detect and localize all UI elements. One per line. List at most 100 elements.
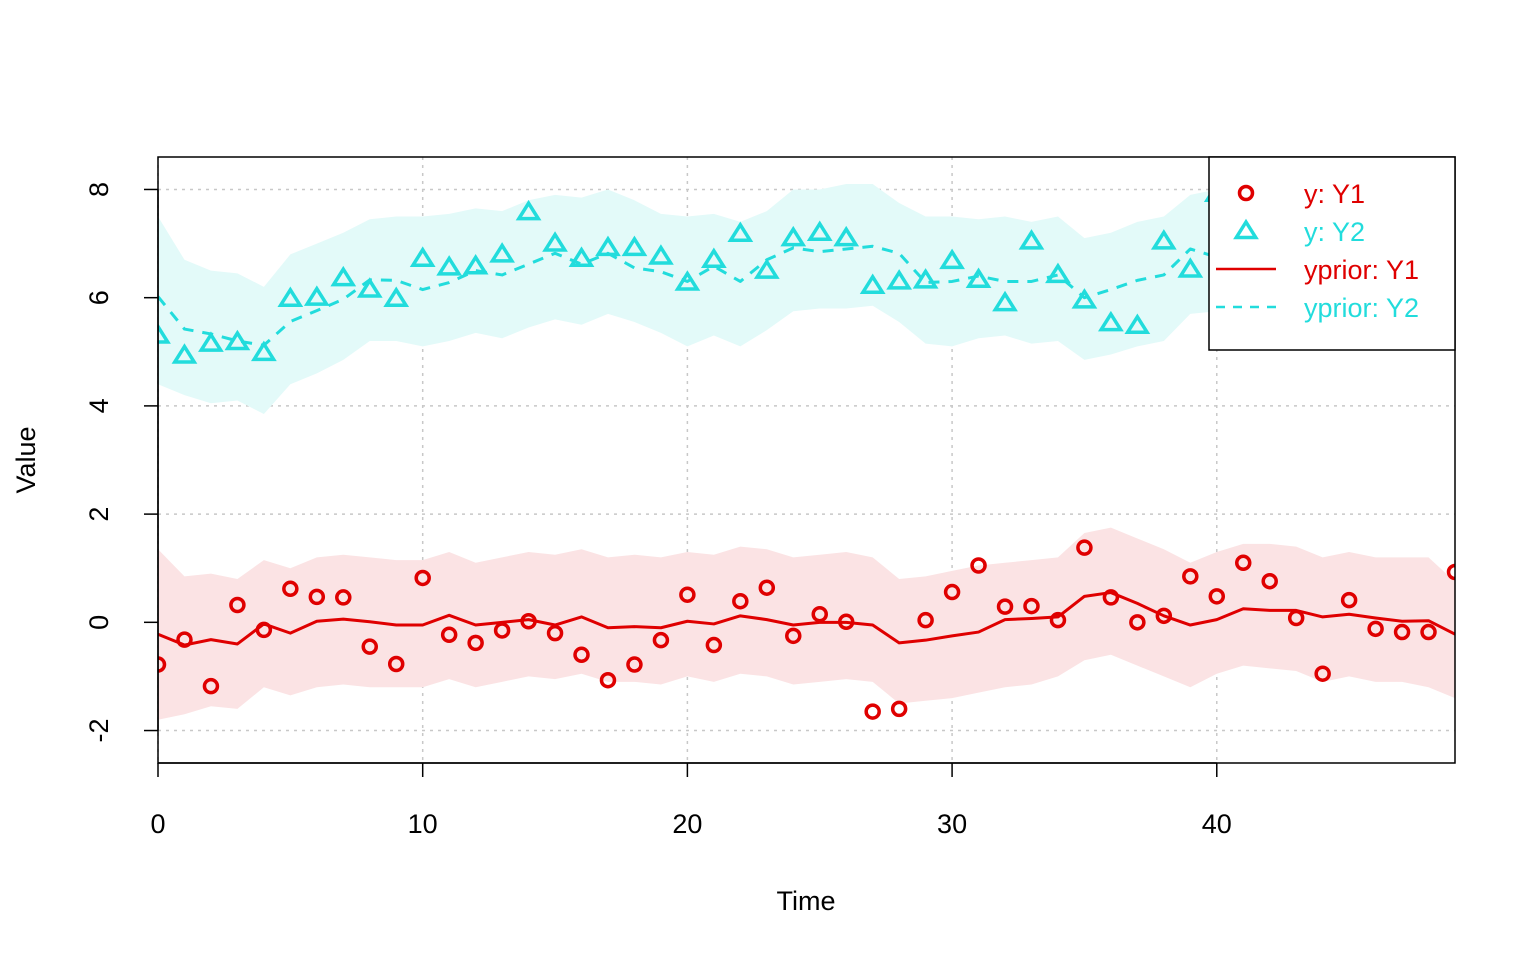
data-point-y2 bbox=[515, 199, 542, 221]
data-point-y2 bbox=[224, 329, 251, 351]
data-point-y2 bbox=[1018, 229, 1045, 250]
data-point-y2 bbox=[1124, 313, 1151, 335]
y-tick-label: 4 bbox=[84, 398, 114, 413]
data-point-y2 bbox=[1071, 288, 1098, 309]
data-point-y1 bbox=[996, 598, 1014, 615]
data-point-y2 bbox=[833, 225, 860, 247]
y-axis-label: Value bbox=[11, 426, 41, 493]
y-tick-label: 0 bbox=[84, 615, 114, 630]
data-point-y1 bbox=[1314, 665, 1331, 682]
data-point-y2 bbox=[992, 290, 1018, 312]
data-point-y1 bbox=[599, 671, 617, 689]
data-point-y1 bbox=[732, 592, 749, 610]
legend-marker-1 bbox=[1237, 184, 1255, 202]
data-point-y1 bbox=[255, 621, 273, 639]
prior-lines bbox=[158, 244, 1455, 647]
x-tick-label: 40 bbox=[1202, 809, 1232, 839]
data-point-y1 bbox=[414, 569, 431, 587]
data-point-y1 bbox=[837, 613, 855, 631]
x-tick-label: 30 bbox=[937, 809, 967, 839]
data-point-y2 bbox=[171, 343, 198, 364]
data-point-y1 bbox=[652, 631, 670, 649]
data-point-y2 bbox=[965, 267, 992, 289]
data-point-y2 bbox=[806, 220, 833, 241]
data-point-y1 bbox=[1129, 614, 1146, 631]
data-point-y2 bbox=[1098, 310, 1124, 332]
data-point-y2 bbox=[727, 221, 754, 243]
data-point-y2 bbox=[1045, 262, 1071, 284]
data-point-y1 bbox=[520, 612, 537, 630]
data-point-y2 bbox=[250, 340, 277, 362]
data-point-y1 bbox=[1102, 589, 1120, 606]
prior-band-2 bbox=[158, 184, 1455, 415]
data-point-y1 bbox=[1261, 572, 1278, 590]
x-tick-label: 10 bbox=[408, 809, 438, 839]
legend-label-1: y: Y1 bbox=[1304, 179, 1365, 209]
data-point-y1 bbox=[467, 634, 484, 652]
data-point-y1 bbox=[1208, 588, 1226, 605]
data-point-y2 bbox=[648, 244, 674, 265]
data-point-y1 bbox=[335, 589, 352, 606]
prior-line-1 bbox=[158, 591, 1455, 647]
data-point-y2 bbox=[277, 286, 304, 307]
data-point-y1 bbox=[573, 646, 590, 664]
data-point-y1 bbox=[626, 656, 643, 673]
data-point-y2 bbox=[542, 231, 568, 252]
data-point-y1 bbox=[176, 631, 193, 648]
data-point-y2 bbox=[198, 331, 224, 352]
data-point-y2 bbox=[330, 265, 357, 287]
y-tick-label: 6 bbox=[84, 290, 114, 305]
data-point-y1 bbox=[1287, 609, 1305, 627]
data-point-y2 bbox=[621, 235, 648, 257]
data-point-y1 bbox=[308, 588, 326, 606]
data-point-y2 bbox=[356, 277, 383, 298]
data-point-y1 bbox=[917, 611, 934, 629]
data-point-y1 bbox=[1234, 554, 1252, 572]
legend-marker-2 bbox=[1233, 218, 1259, 240]
data-point-y1 bbox=[282, 580, 299, 598]
legend-label-3: yprior: Y1 bbox=[1304, 255, 1419, 285]
x-axis-label: Time bbox=[777, 886, 836, 916]
data-point-y2 bbox=[753, 258, 780, 279]
data-point-y1 bbox=[679, 586, 696, 603]
data-point-y2 bbox=[780, 225, 807, 247]
data-point-y2 bbox=[700, 247, 727, 269]
data-point-y2 bbox=[409, 246, 436, 267]
data-point-y1 bbox=[1340, 591, 1358, 609]
axes: 0 10 20 30 40 -2 0 2 4 6 8 bbox=[84, 182, 1232, 839]
data-point-y2 bbox=[158, 323, 171, 344]
data-point-y2 bbox=[674, 270, 701, 291]
data-point-y2 bbox=[1177, 257, 1204, 278]
data-point-y1 bbox=[1393, 623, 1411, 641]
data-point-y1 bbox=[758, 579, 776, 596]
data-point-y1 bbox=[158, 656, 167, 673]
data-point-y2 bbox=[303, 285, 330, 306]
data-point-y2 bbox=[462, 254, 489, 275]
data-point-y1 bbox=[202, 677, 220, 695]
data-point-y1 bbox=[705, 636, 723, 654]
data-point-y2 bbox=[886, 269, 913, 290]
data-point-y2 bbox=[595, 235, 621, 257]
data-point-y1 bbox=[970, 557, 987, 574]
data-point-y1 bbox=[811, 605, 828, 623]
data-point-y1 bbox=[1446, 563, 1455, 581]
legend: y: Y1 y: Y2 yprior: Y1 yprior: Y2 bbox=[1208, 156, 1456, 351]
legend-label-2: y: Y2 bbox=[1304, 217, 1365, 247]
legend-label-4: yprior: Y2 bbox=[1304, 293, 1419, 323]
x-tick-label: 0 bbox=[150, 809, 165, 839]
data-point-y2 bbox=[859, 273, 886, 295]
data-point-y1 bbox=[1420, 623, 1437, 641]
data-point-y1 bbox=[361, 638, 379, 655]
observed-points bbox=[158, 181, 1455, 720]
data-point-y1 bbox=[785, 627, 802, 645]
data-point-y1 bbox=[546, 624, 564, 642]
data-point-y1 bbox=[1076, 539, 1093, 556]
data-point-y2 bbox=[1150, 229, 1177, 250]
data-point-y1 bbox=[1049, 611, 1067, 629]
data-point-y2 bbox=[436, 255, 463, 276]
data-point-y2 bbox=[939, 248, 965, 270]
y-tick-label: -2 bbox=[84, 719, 114, 743]
data-point-y1 bbox=[1182, 568, 1199, 585]
